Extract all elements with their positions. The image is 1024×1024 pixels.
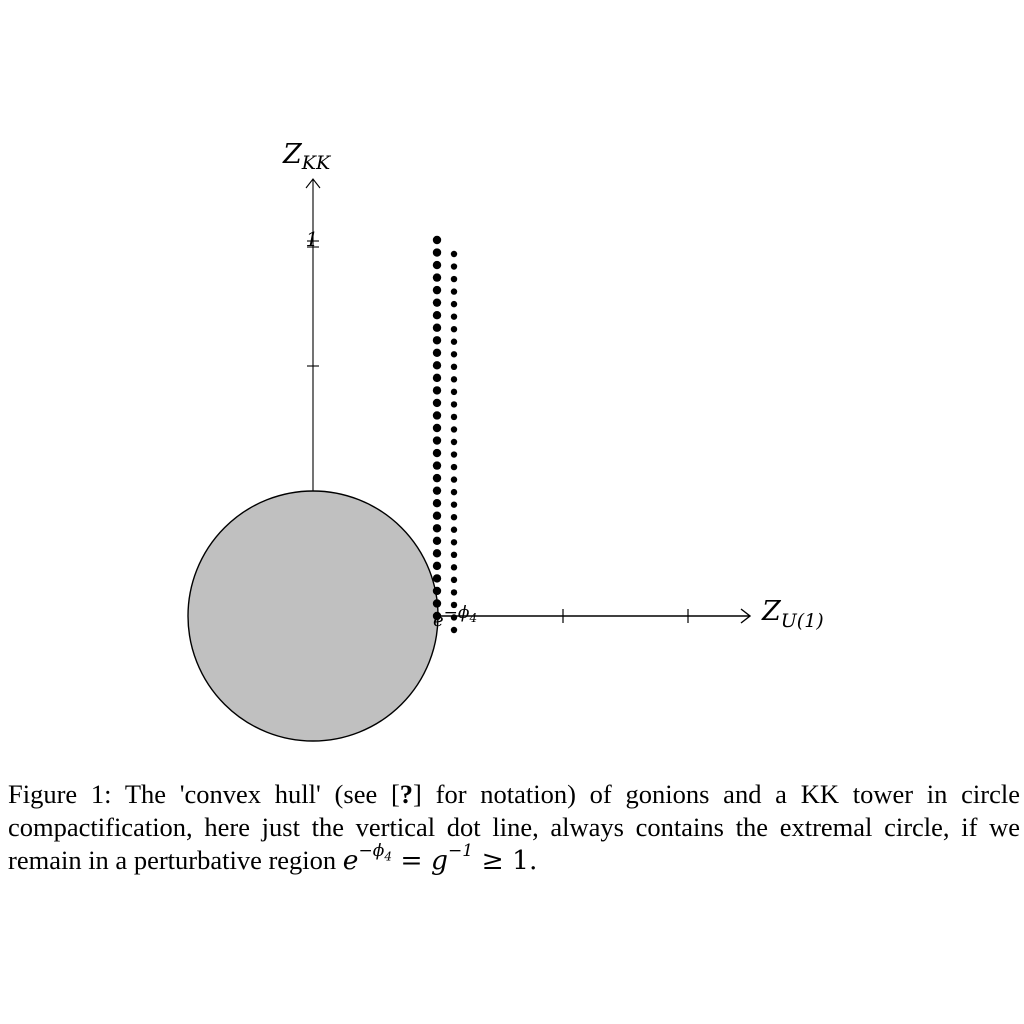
kk-dot — [432, 448, 442, 458]
kk-dot — [450, 363, 458, 370]
kk-dot — [450, 514, 458, 521]
y-axis-arrowhead — [305, 178, 321, 189]
kk-dot — [432, 461, 442, 470]
kk-dot — [432, 386, 442, 395]
kk-dot — [450, 376, 458, 383]
kk-dot — [450, 564, 458, 571]
kk-dot — [432, 285, 442, 295]
origin-label-sub: 4 — [469, 611, 478, 625]
figure-caption: Figure 1: The 'convex hull' (see [?] for… — [8, 778, 1020, 877]
kk-dot — [432, 499, 442, 508]
caption-text-2: ] for notation) of gonions and a KK towe… — [8, 779, 1020, 875]
kk-dot — [432, 260, 442, 270]
kk-dot — [450, 351, 458, 358]
kk-dot — [432, 599, 442, 608]
kk-dot — [450, 526, 458, 533]
kk-dot — [450, 551, 458, 558]
y-tick-label: 1 — [306, 227, 319, 251]
caption-prefix: Figure 1: — [8, 779, 112, 809]
kk-dot — [450, 438, 458, 446]
caption-math: e−ϕ4 = g−1 ≥ 1. — [342, 843, 538, 876]
kk-dot — [450, 388, 458, 396]
kk-dot — [450, 338, 458, 345]
kk-dot — [450, 426, 458, 433]
kk-dot — [432, 336, 442, 345]
kk-dot — [450, 451, 458, 458]
kk-dot — [450, 413, 458, 421]
kk-dot — [432, 411, 442, 420]
kk-dot — [432, 536, 442, 545]
kk-dot — [432, 549, 442, 558]
kk-dot — [450, 326, 458, 333]
caption-math-eq: = g — [391, 845, 448, 876]
kk-dot — [432, 586, 442, 596]
kk-dot — [450, 275, 458, 283]
figure: 1 ZKK ZU(1) e−ϕ4 — [187, 139, 824, 742]
kk-dot — [432, 298, 442, 307]
origin-label: e−ϕ4 — [433, 603, 477, 631]
y-axis-label-base: Z — [282, 139, 303, 170]
kk-dot — [432, 486, 442, 495]
kk-dot — [450, 589, 458, 596]
caption-math-g-sup: −1 — [447, 841, 474, 862]
kk-dot — [450, 476, 458, 483]
caption-citation[interactable]: ? — [399, 779, 414, 809]
kk-dot — [432, 361, 442, 370]
kk-dot — [450, 300, 458, 308]
kk-dot — [450, 614, 458, 621]
kk-dot — [450, 250, 458, 258]
kk-dot — [432, 273, 442, 282]
y-axis-label-sub: KK — [301, 152, 332, 174]
kk-dot — [432, 423, 442, 433]
caption-text-1: The 'convex hull' (see [ — [111, 779, 400, 809]
kk-dot — [432, 373, 442, 383]
kk-dot — [450, 501, 458, 508]
kk-dot — [450, 601, 458, 609]
x-axis-label-base: Z — [761, 596, 782, 627]
x-axis-label-sub: U(1) — [781, 610, 824, 632]
kk-dot — [450, 576, 458, 584]
x-axis-arrowhead — [740, 608, 752, 624]
kk-dot — [432, 524, 442, 533]
kk-dot — [432, 574, 442, 583]
kk-dot — [432, 436, 442, 445]
x-axis-label: ZU(1) — [761, 596, 824, 632]
kk-dot — [450, 488, 458, 496]
caption-math-e: e — [342, 845, 359, 876]
kk-dot — [432, 323, 442, 332]
kk-dot — [432, 398, 442, 408]
kk-dot — [432, 235, 442, 245]
kk-dot — [450, 288, 458, 295]
kk-dot — [450, 313, 458, 320]
kk-dot — [450, 263, 458, 270]
extremal-circle — [187, 490, 439, 742]
kk-tower-dots — [432, 235, 458, 634]
caption-math-e-sup: −ϕ4 — [358, 841, 392, 864]
origin-label-sup: −ϕ — [444, 603, 470, 623]
origin-label-base: e — [433, 610, 444, 631]
kk-dot — [450, 401, 458, 408]
kk-dot — [432, 311, 442, 320]
kk-dot — [432, 473, 442, 483]
kk-dot — [450, 463, 458, 471]
kk-dot — [432, 561, 442, 571]
caption-math-tail: ≥ 1. — [473, 845, 538, 876]
kk-dot — [450, 626, 458, 634]
kk-dot — [450, 539, 458, 546]
y-axis-label: ZKK — [282, 139, 332, 174]
kk-dot — [432, 248, 442, 257]
kk-dot — [432, 611, 442, 621]
kk-dot — [432, 511, 442, 520]
kk-dot — [432, 348, 442, 357]
